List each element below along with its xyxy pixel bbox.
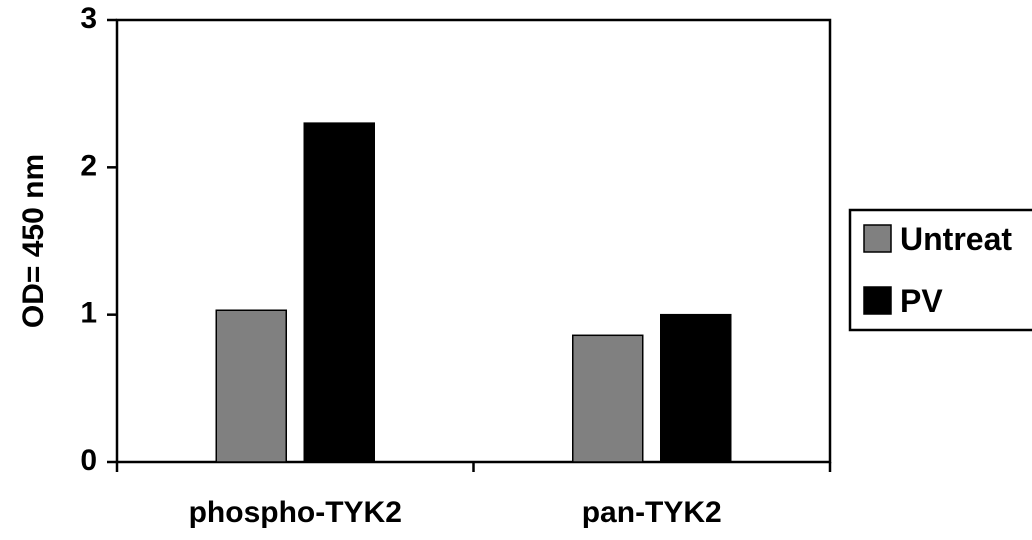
bars xyxy=(215,122,732,463)
x-axis-ticks xyxy=(115,462,832,472)
y-tick-label: 3 xyxy=(80,2,97,35)
legend-swatch-pv xyxy=(863,286,892,315)
category-labels: phospho-TYK2 pan-TYK2 xyxy=(189,496,722,529)
x-category-label: phospho-TYK2 xyxy=(189,496,402,529)
legend: Untreat PV xyxy=(848,208,1032,332)
x-category-label: pan-TYK2 xyxy=(582,496,722,529)
y-axis-ticks: 0 1 2 3 xyxy=(80,2,117,477)
legend-swatch-untreat xyxy=(863,224,892,253)
bar-pv-phospho-tyk2 xyxy=(303,122,375,463)
y-tick-label: 1 xyxy=(80,297,97,330)
bar-untreat-phospho-tyk2 xyxy=(215,309,287,463)
legend-label-pv: PV xyxy=(900,283,943,319)
y-tick-label: 2 xyxy=(80,149,97,182)
bar-untreat-pan-tyk2 xyxy=(572,334,644,463)
legend-label-untreat: Untreat xyxy=(900,221,1012,257)
bar-pv-pan-tyk2 xyxy=(660,313,732,463)
y-axis-title: OD= 450 nm xyxy=(17,154,50,328)
y-tick-label: 0 xyxy=(80,444,97,477)
